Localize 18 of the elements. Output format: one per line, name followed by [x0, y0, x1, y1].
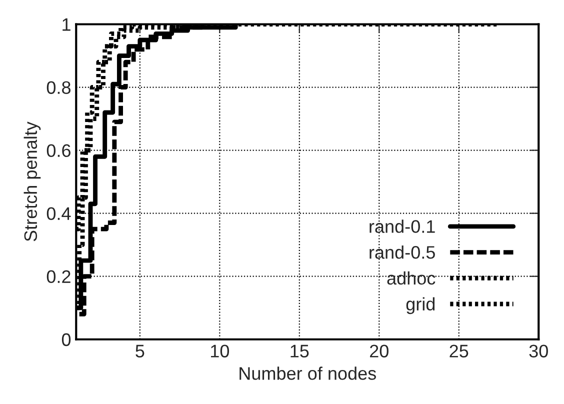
x-tick-label: 15 — [290, 344, 309, 358]
legend-label: grid — [406, 297, 435, 314]
x-tick-label: 20 — [370, 344, 388, 358]
x-axis-title: Number of nodes — [240, 366, 376, 380]
y-tick-label: 0.2 — [46, 270, 70, 284]
legend-label: adhoc — [387, 271, 436, 285]
x-tick-label: 5 — [136, 344, 144, 358]
x-tick-label: 10 — [211, 344, 230, 358]
y-tick-label: 0.8 — [46, 81, 70, 94]
y-tick-label: 0 — [62, 333, 71, 346]
y-tick-label: 0.6 — [46, 144, 70, 158]
y-tick-label: 1 — [62, 18, 70, 31]
x-tick-label: 25 — [450, 344, 468, 358]
legend-label: rand-0.5 — [370, 246, 435, 259]
legend-label: rand-0.1 — [370, 220, 435, 233]
x-tick-label: 30 — [529, 344, 548, 358]
y-tick-label: 0.4 — [46, 207, 71, 220]
y-axis-title: Stretch penalty — [24, 122, 41, 242]
